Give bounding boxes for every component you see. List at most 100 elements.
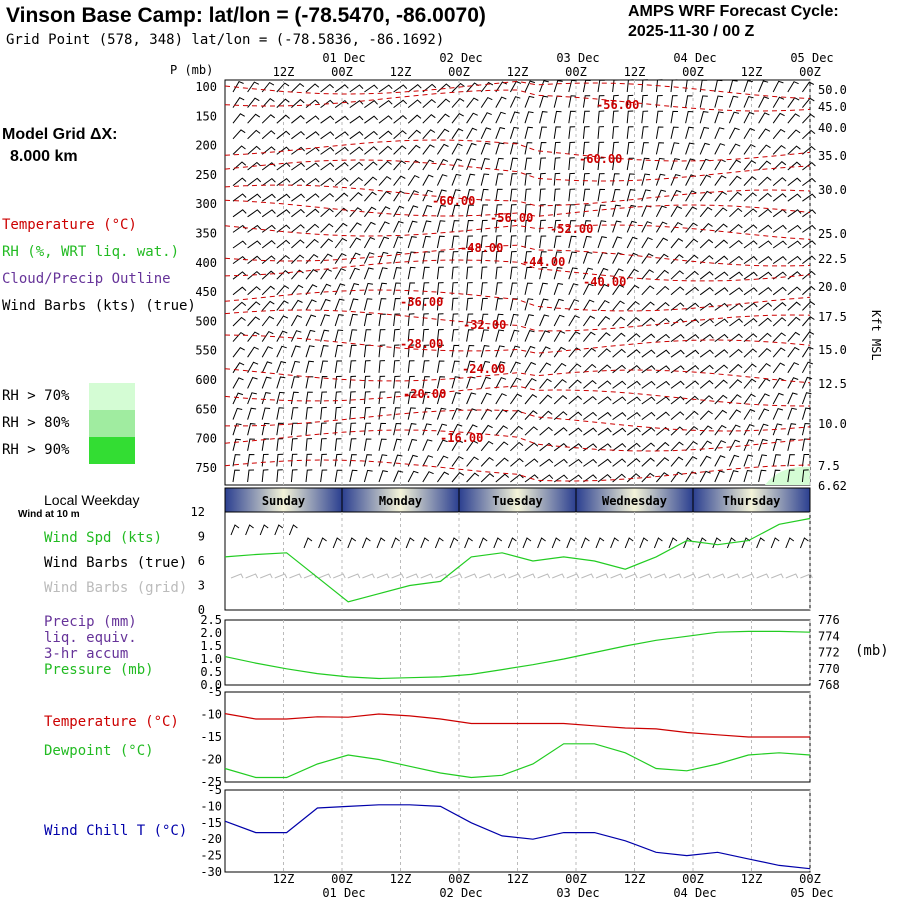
wind-barb [568, 141, 576, 155]
wind-barbs-true-label: Wind Barbs (true) [44, 555, 188, 571]
wind-barb [436, 174, 448, 186]
wind-barb [626, 94, 634, 108]
wind-barb [597, 473, 612, 483]
wind-barb [714, 79, 723, 93]
wind-barb [466, 235, 474, 249]
wind-barb [509, 361, 521, 374]
wind-barb [407, 84, 422, 93]
rh90-swatch [89, 437, 135, 464]
wind-barb [626, 458, 641, 467]
wind-barb [801, 469, 809, 483]
wind-barb [758, 408, 770, 420]
wind-barb [363, 422, 372, 436]
temperature-contour-label: -16.00 [440, 431, 483, 445]
wind-barb [349, 222, 362, 233]
wind-barb [801, 376, 813, 389]
wind-barb [670, 380, 685, 389]
wind-barb [509, 157, 518, 171]
wind-barb [291, 269, 304, 280]
wind-barb [393, 114, 407, 124]
wind-barb [626, 157, 635, 171]
wind-barb [276, 407, 285, 420]
height-tick: 35.0 [818, 149, 847, 163]
wind-barb [582, 79, 591, 93]
wind-barb [524, 142, 533, 155]
true-wind-barb [405, 537, 415, 549]
wind-barb [407, 438, 418, 451]
temperature-contour [224, 385, 811, 407]
wind-barb [699, 410, 713, 420]
wind-barb [232, 209, 247, 218]
wind-barb [349, 360, 357, 373]
wind-barb [568, 110, 576, 124]
wind-barb [801, 331, 815, 342]
wind-barb [787, 392, 798, 405]
wind-barb [334, 162, 349, 171]
wind-speed-tick: 3 [198, 579, 205, 593]
wind-barb [436, 143, 449, 155]
wind-barb [524, 314, 534, 327]
wind-barb [758, 208, 772, 218]
wind-barb [276, 300, 289, 311]
wind-barb [290, 314, 303, 327]
wind-barb [758, 256, 773, 265]
wind-barb [509, 282, 518, 295]
temperature-contour-label: -40.00 [583, 275, 626, 289]
wind-barb [393, 375, 400, 389]
wind-barb [714, 175, 727, 186]
wind-barb [232, 161, 247, 171]
wind-barb [685, 238, 699, 249]
wind-barb [743, 127, 755, 140]
wind-barb [655, 157, 665, 171]
wind-barb [290, 330, 302, 342]
wind-barb [320, 375, 328, 389]
wind-barb [436, 282, 444, 295]
wind-barb [524, 235, 532, 249]
wind-barb [568, 79, 577, 93]
grid-wind-barb [260, 573, 273, 579]
wind-barb [568, 411, 583, 420]
wind-barb [291, 82, 305, 93]
wind-barb [626, 110, 634, 124]
wind-barb [728, 95, 739, 108]
temperature-contour [225, 409, 811, 432]
wind-barb [787, 145, 801, 155]
wind-barb [612, 473, 626, 483]
wind-barb [656, 269, 669, 280]
wind-barb [641, 442, 656, 452]
wind-barb [495, 173, 504, 186]
wind-barb [612, 427, 627, 436]
wind-barb [422, 189, 433, 202]
wind-barb [364, 100, 378, 109]
wind-barb [305, 284, 318, 296]
temperature-contour [224, 289, 811, 312]
wind-barb [758, 128, 771, 140]
wind-barb [495, 441, 509, 452]
wind-barb [772, 193, 787, 202]
wind-barb [510, 473, 524, 483]
wind-barb [553, 411, 568, 420]
wind-barb [378, 267, 388, 280]
wind-barb [714, 143, 726, 155]
wind-barb [714, 287, 729, 296]
wind-barb [451, 266, 459, 280]
wind-barb [612, 268, 624, 280]
wind-barb [670, 302, 685, 311]
wind-barb [320, 238, 333, 249]
wind-barb [729, 175, 742, 186]
wind-barb [320, 131, 335, 140]
wind-barb [480, 408, 493, 420]
wind-barb [714, 333, 729, 343]
weekday-cell [458, 487, 577, 513]
wind-barb [407, 129, 421, 140]
wind-barb [539, 474, 554, 483]
wind-barb [363, 282, 373, 295]
wind-barb [232, 177, 247, 186]
wind-barb [407, 454, 418, 467]
wind-barb [553, 395, 568, 405]
wind-barb [582, 267, 594, 280]
wind-barb [787, 81, 799, 93]
temperature-contour-label: -24.00 [462, 362, 505, 376]
bottom-hour-tick: 00Z [799, 872, 821, 886]
wind-barb [510, 409, 523, 420]
